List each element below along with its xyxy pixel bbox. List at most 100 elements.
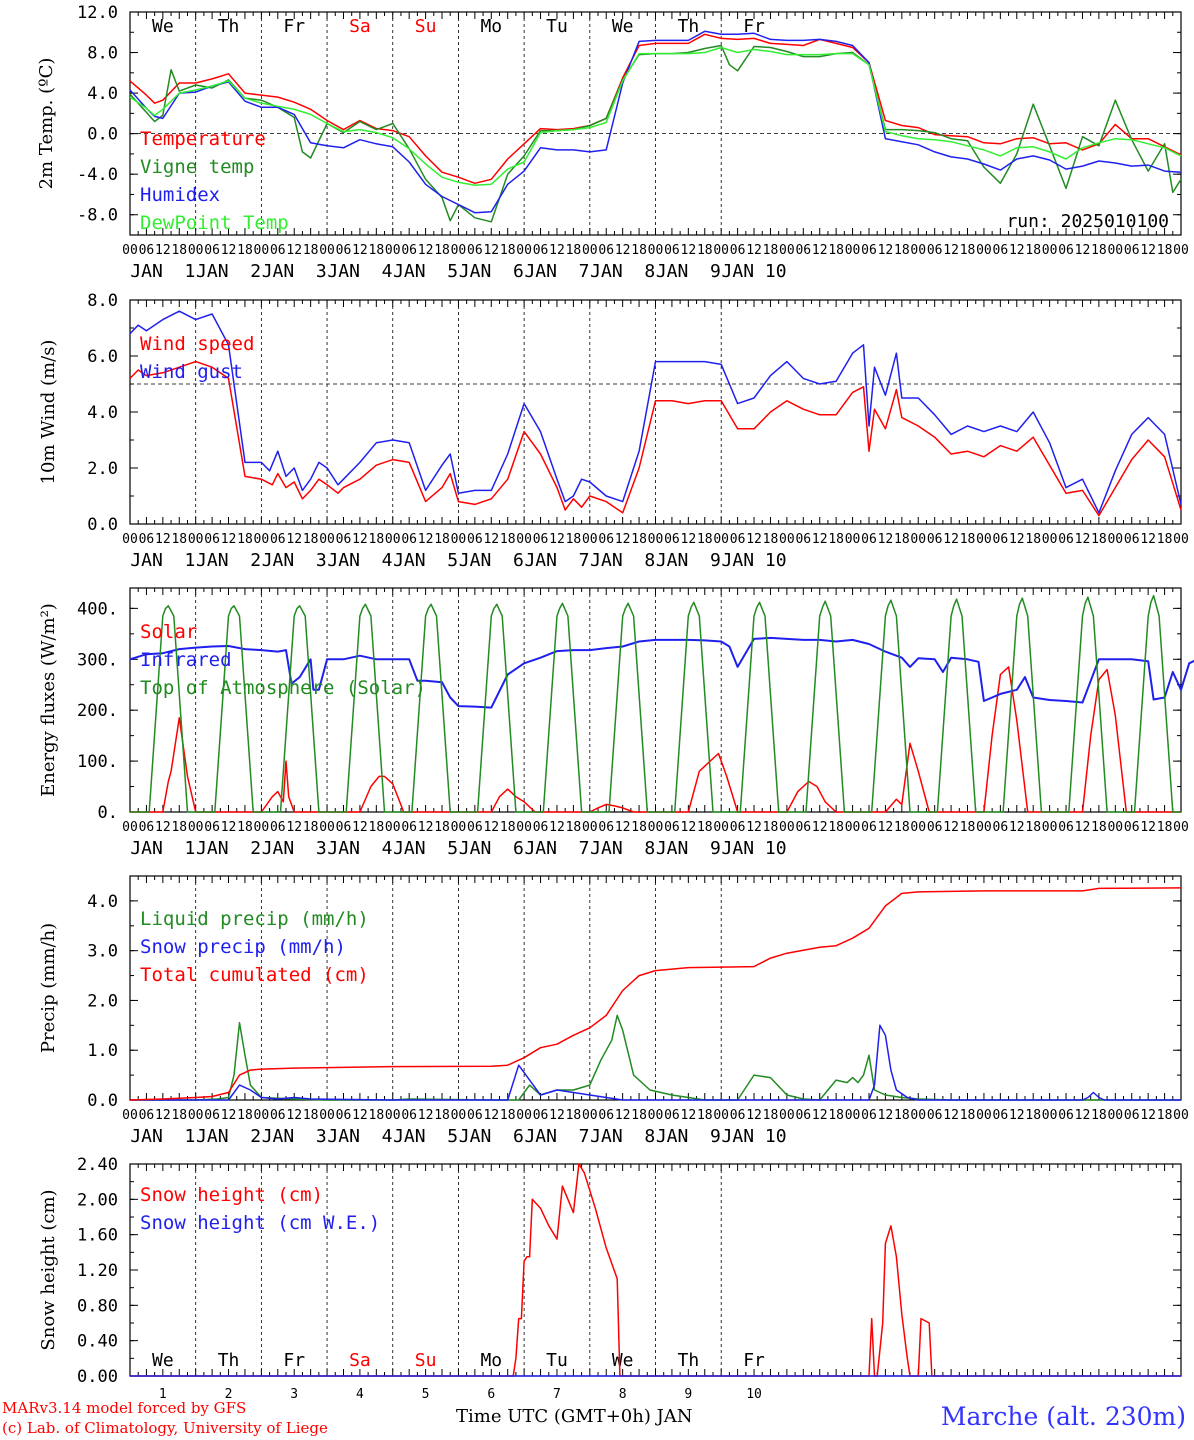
x-hour-label: 12	[352, 820, 368, 835]
chart-panel-3: 400. 300. 200. 100. 0. Energy fluxes (W/m²) 00…	[38, 587, 1194, 859]
x-hour-label: 06	[730, 532, 746, 547]
x-hour-label: 00	[451, 243, 467, 258]
x-hour-label: 12	[221, 1108, 237, 1123]
legend-entry: Snow precip (mm/h)	[140, 936, 346, 958]
x-hour-label: 12	[943, 243, 959, 258]
x-day-number: 3	[290, 1387, 298, 1402]
x-day-label: JAN 7	[524, 838, 589, 859]
x-hour-label: 06	[861, 820, 877, 835]
x-hour-label: 12	[1009, 243, 1025, 258]
x-day-label: JAN 10	[722, 550, 787, 571]
weekday-label: We	[612, 1350, 634, 1371]
x-hour-label: 06	[139, 1108, 155, 1123]
x-hour-label: 18	[237, 820, 253, 835]
x-hour-label: 12	[418, 820, 434, 835]
y-tick-label: 0.40	[77, 1332, 118, 1352]
x-hour-label: 00	[648, 532, 664, 547]
x-day-label: JAN 4	[327, 838, 392, 859]
weekday-label: Mo	[480, 1350, 502, 1371]
x-day-label: JAN 4	[327, 1126, 392, 1147]
y-tick-label: 1.0	[87, 1041, 118, 1061]
x-hour-label: 18	[434, 243, 450, 258]
x-day-label: JAN 1	[130, 1126, 195, 1147]
y-tick-label: 8.0	[87, 44, 118, 64]
x-hour-label: 06	[1124, 1108, 1140, 1123]
x-hour-label: 12	[1140, 820, 1156, 835]
legend-entry: Snow height (cm)	[140, 1184, 323, 1206]
x-hour-label: 06	[730, 1108, 746, 1123]
x-hour-label: 06	[927, 820, 943, 835]
x-hour-label: 06	[795, 243, 811, 258]
x-day-label: JAN 8	[590, 1126, 655, 1147]
y-tick-label: 2.40	[77, 1155, 118, 1175]
x-hour-label: 12	[746, 243, 762, 258]
x-hour-label: 06	[993, 820, 1009, 835]
x-hour-label: 18	[763, 820, 779, 835]
x-day-label: JAN 7	[524, 550, 589, 571]
x-hour-label: 06	[795, 1108, 811, 1123]
y-tick-label: 1.20	[77, 1261, 118, 1281]
x-hour-label: 06	[401, 532, 417, 547]
chart-panel-5: 2.40 2.00 1.60 1.20 0.80 0.40 0.00 Snow height …	[38, 1155, 1182, 1402]
x-hour-label: 18	[500, 820, 516, 835]
x-hour-label: 00	[779, 1108, 795, 1123]
x-hour-label: 12	[1075, 1108, 1091, 1123]
x-hour-label: 18	[697, 1108, 713, 1123]
series-line-infrared	[129, 636, 1194, 709]
x-hour-label: 12	[681, 820, 697, 835]
x-hour-label: 18	[237, 243, 253, 258]
station-label: Marche (alt. 230m)	[940, 1402, 1186, 1431]
x-day-label: JAN 2	[196, 550, 261, 571]
weekday-label: Fr	[743, 16, 765, 37]
x-day-label: JAN 1	[130, 261, 195, 282]
x-hour-label: 06	[598, 243, 614, 258]
x-day-number: 9	[684, 1387, 692, 1402]
x-hour-label: 18	[566, 1108, 582, 1123]
weekday-label: Th	[678, 1350, 700, 1371]
legend-entry: Humidex	[140, 184, 220, 206]
x-hour-label: 00	[779, 532, 795, 547]
x-hour-label: 06	[993, 532, 1009, 547]
x-hour-label: 18	[960, 243, 976, 258]
x-hour-label: 00	[319, 820, 335, 835]
y-tick-label: 400.	[77, 599, 118, 619]
x-hour-label: 18	[500, 1108, 516, 1123]
x-day-number: 2	[225, 1387, 233, 1402]
x-hour-label: 00	[910, 1108, 926, 1123]
x-hour-label: 06	[1058, 1108, 1074, 1123]
y-tick-label: 0.	[98, 803, 118, 823]
x-hour-label: 06	[861, 532, 877, 547]
x-hour-label: 12	[878, 820, 894, 835]
x-hour-label: 12	[483, 243, 499, 258]
x-hour-label: 12	[352, 532, 368, 547]
x-hour-label: 18	[894, 532, 910, 547]
x-hour-label: 12	[418, 532, 434, 547]
x-hour-label: 06	[139, 820, 155, 835]
x-day-label: JAN 2	[196, 838, 261, 859]
y-tick-label: 1.60	[77, 1226, 118, 1246]
x-hour-label: 12	[549, 532, 565, 547]
x-day-number: 4	[356, 1387, 364, 1402]
y-axis-label: 2m Temp. (ºC)	[36, 58, 57, 190]
y-tick-label: 2.00	[77, 1190, 118, 1210]
x-hour-label: 18	[828, 243, 844, 258]
x-hour-label: 18	[960, 1108, 976, 1123]
x-hour-label: 00	[188, 1108, 204, 1123]
weekday-label: Sa	[349, 1350, 371, 1371]
x-hour-label: 00	[976, 1108, 992, 1123]
y-tick-label: 0.80	[77, 1296, 118, 1316]
x-hour-label: 12	[615, 820, 631, 835]
x-hour-label: 00	[845, 532, 861, 547]
x-hour-label: 06	[795, 532, 811, 547]
x-hour-label: 00	[582, 820, 598, 835]
series-line-temperature	[129, 33, 1182, 185]
series-line-humidex	[129, 30, 1182, 214]
x-hour-label: 00	[385, 820, 401, 835]
x-hour-label: 12	[615, 532, 631, 547]
y-axis-label: 10m Wind (m/s)	[38, 340, 59, 485]
x-hour-label: 12	[681, 532, 697, 547]
x-hour-label: 06	[467, 243, 483, 258]
x-hour-label: 00	[713, 243, 729, 258]
x-hour-label: 00	[910, 820, 926, 835]
x-hour-label: 00	[582, 1108, 598, 1123]
